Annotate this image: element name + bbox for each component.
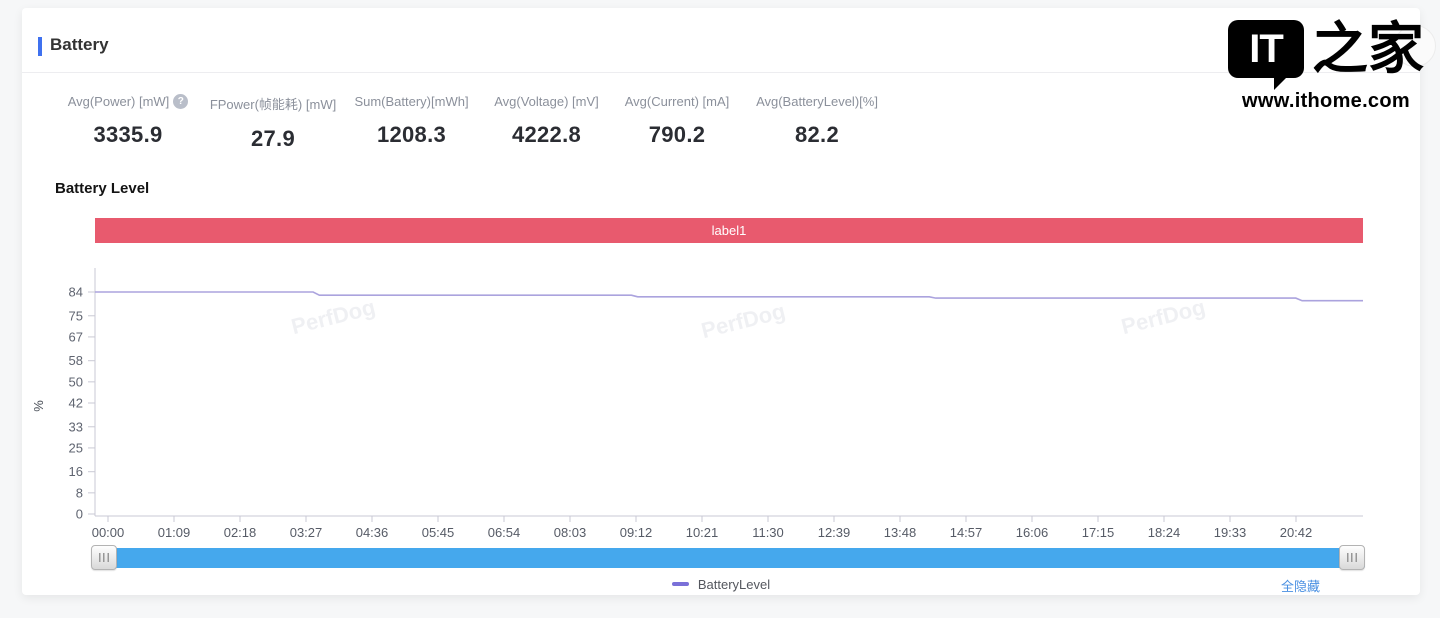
svg-text:10:21: 10:21 — [686, 525, 719, 540]
background-circle-button[interactable] — [1394, 25, 1436, 67]
svg-text:00:00: 00:00 — [92, 525, 125, 540]
page-title: Battery — [50, 35, 109, 54]
stat-label: Avg(Current) [mA] — [624, 94, 730, 109]
section-title-battery-level: Battery Level — [55, 180, 150, 197]
stat-value: 82.2 — [794, 122, 840, 147]
svg-text:09:12: 09:12 — [620, 525, 653, 540]
legend-label-batterylevel[interactable]: BatteryLevel — [697, 576, 771, 592]
svg-text:03:27: 03:27 — [290, 525, 323, 540]
stat-avg-current: Avg(Current) [mA] 790.2 — [618, 94, 736, 148]
svg-text:12:39: 12:39 — [818, 525, 851, 540]
svg-text:17:15: 17:15 — [1082, 525, 1115, 540]
svg-text:04:36: 04:36 — [356, 525, 389, 540]
svg-text:%: % — [31, 400, 46, 412]
svg-text:14:57: 14:57 — [950, 525, 983, 540]
svg-text:84: 84 — [69, 285, 83, 300]
svg-text:PerfDog: PerfDog — [699, 298, 788, 343]
logo-zhijia-text: 之家 — [1312, 17, 1424, 80]
title-accent-bar — [38, 37, 42, 56]
stat-fpower: FPower(帧能耗) [mW] 27.9 — [210, 94, 336, 152]
chart-legend: BatteryLevel — [22, 573, 1420, 595]
stat-label: Avg(Voltage) [mV] — [494, 94, 599, 109]
svg-text:06:54: 06:54 — [488, 525, 521, 540]
svg-text:19:33: 19:33 — [1214, 525, 1247, 540]
header-divider — [22, 72, 1420, 73]
stat-sum-battery: Sum(Battery)[mWh] 1208.3 — [346, 94, 477, 148]
scrollbar-right-handle[interactable] — [1339, 545, 1365, 570]
svg-text:75: 75 — [69, 308, 83, 323]
svg-text:20:42: 20:42 — [1280, 525, 1313, 540]
svg-text:8: 8 — [76, 485, 83, 500]
ithome-it-bubble-icon: IT — [1228, 20, 1304, 90]
svg-text:05:45: 05:45 — [422, 525, 455, 540]
help-icon[interactable]: ? — [173, 94, 189, 109]
svg-text:33: 33 — [69, 419, 83, 434]
logo-bubble-tail — [1274, 75, 1289, 90]
ithome-logo: IT 之家 www.ithome.com — [1226, 20, 1426, 113]
svg-text:PerfDog: PerfDog — [1119, 294, 1208, 339]
svg-text:02:18: 02:18 — [224, 525, 257, 540]
svg-text:16:06: 16:06 — [1016, 525, 1049, 540]
stat-avg-power: Avg(Power) [mW] ? 3335.9 — [58, 94, 198, 148]
chart-canvas: 84 75 67 58 50 42 33 25 16 8 0% 00:00 01:09 02:18 03:2… — [31, 268, 1363, 540]
grip-icon — [1347, 553, 1357, 562]
stat-value: 27.9 — [250, 126, 296, 151]
svg-text:50: 50 — [69, 374, 83, 389]
svg-text:08:03: 08:03 — [554, 525, 587, 540]
svg-text:58: 58 — [69, 353, 83, 368]
stat-value: 790.2 — [648, 122, 706, 147]
stat-label: FPower(帧能耗) [mW] — [209, 97, 337, 112]
stat-avg-voltage: Avg(Voltage) [mV] 4222.8 — [486, 94, 607, 148]
chart-scrollbar-track[interactable] — [95, 548, 1365, 568]
stat-avg-battery-level: Avg(BatteryLevel)[%] 82.2 — [750, 94, 884, 148]
svg-text:18:24: 18:24 — [1148, 525, 1181, 540]
svg-text:67: 67 — [69, 329, 83, 344]
svg-text:42: 42 — [69, 396, 83, 411]
svg-text:13:48: 13:48 — [884, 525, 917, 540]
grip-icon — [99, 553, 109, 562]
logo-it-text: IT — [1249, 26, 1284, 71]
svg-text:PerfDog: PerfDog — [289, 294, 378, 339]
svg-text:16: 16 — [69, 464, 83, 479]
hide-all-link[interactable]: 全隐藏 — [1280, 579, 1320, 594]
stat-label: Sum(Battery)[mWh] — [354, 94, 469, 109]
label1-marker-bar[interactable]: label1 — [95, 218, 1363, 243]
battery-card: Battery Avg(Power) [mW] ? 3335.9 FPower(… — [22, 8, 1420, 595]
stat-label: Avg(Power) [mW] — [67, 94, 170, 109]
battery-level-chart[interactable]: 84 75 67 58 50 42 33 25 16 8 0% 00:00 01:09 02:18 03:2… — [22, 8, 1420, 595]
svg-text:11:30: 11:30 — [752, 525, 784, 540]
stat-value: 1208.3 — [376, 122, 447, 147]
stat-value: 4222.8 — [511, 122, 582, 147]
stat-value: 3335.9 — [93, 122, 163, 147]
label1-text: label1 — [711, 223, 747, 238]
logo-url-text: www.ithome.com — [1242, 90, 1410, 112]
stat-label: Avg(BatteryLevel)[%] — [756, 94, 878, 109]
svg-text:25: 25 — [69, 440, 83, 455]
svg-text:01:09: 01:09 — [158, 525, 191, 540]
svg-text:0: 0 — [76, 507, 83, 522]
scrollbar-left-handle[interactable] — [91, 545, 117, 570]
legend-line-icon[interactable] — [671, 582, 689, 586]
